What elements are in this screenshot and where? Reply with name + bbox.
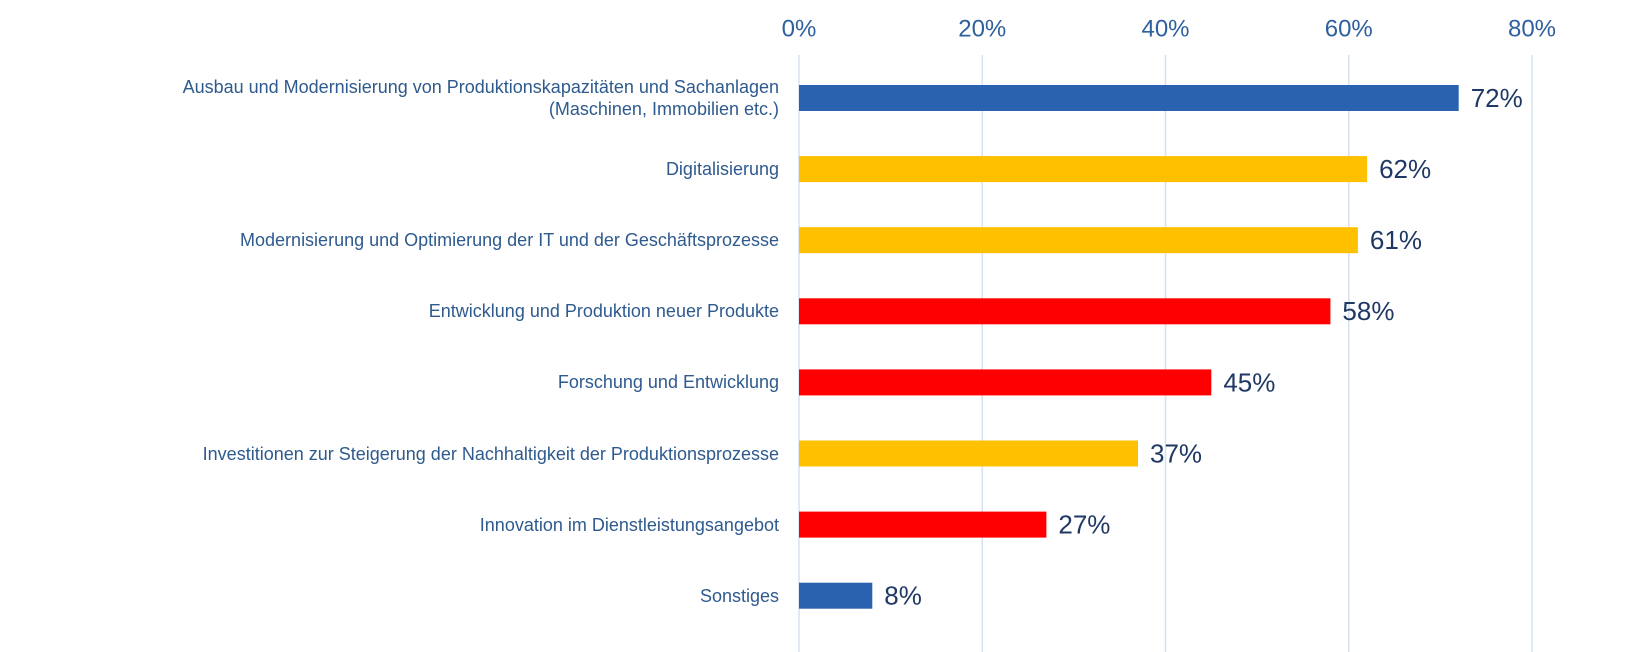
value-label: 8%: [884, 581, 922, 611]
value-label: 61%: [1370, 225, 1422, 255]
category-label: Digitalisierung: [665, 159, 779, 180]
value-label: 72%: [1471, 83, 1523, 113]
category-label: Innovation im Dienstleistungsangebot: [479, 514, 779, 535]
value-label: 62%: [1379, 154, 1431, 184]
x-tick-label: 40%: [1141, 15, 1189, 42]
x-tick-label: 20%: [958, 15, 1006, 42]
x-tick-label: 80%: [1508, 15, 1556, 42]
bar: [799, 582, 873, 609]
bar: [799, 440, 1139, 467]
category-label: Sonstiges: [699, 585, 779, 606]
bar: [799, 298, 1331, 325]
category-label: Investitionen zur Steigerung der Nachhal…: [202, 443, 779, 464]
category-label: Modernisierung und Optimierung der IT un…: [240, 230, 779, 251]
category-label: Entwicklung und Produktion neuer Produkt…: [428, 301, 779, 322]
bar: [799, 85, 1459, 111]
bar: [799, 227, 1358, 254]
x-tick-label: 60%: [1325, 15, 1373, 42]
value-label: 27%: [1058, 509, 1110, 539]
bar: [799, 511, 1047, 538]
value-label: 37%: [1150, 438, 1202, 468]
category-label: Ausbau und Modernisierung von Produktion…: [182, 77, 779, 119]
bar: [799, 369, 1212, 396]
category-label: Forschung und Entwicklung: [557, 372, 779, 393]
x-tick-label: 0%: [782, 15, 817, 42]
value-label: 45%: [1223, 367, 1275, 397]
value-label: 58%: [1342, 296, 1394, 326]
bar: [799, 156, 1368, 183]
